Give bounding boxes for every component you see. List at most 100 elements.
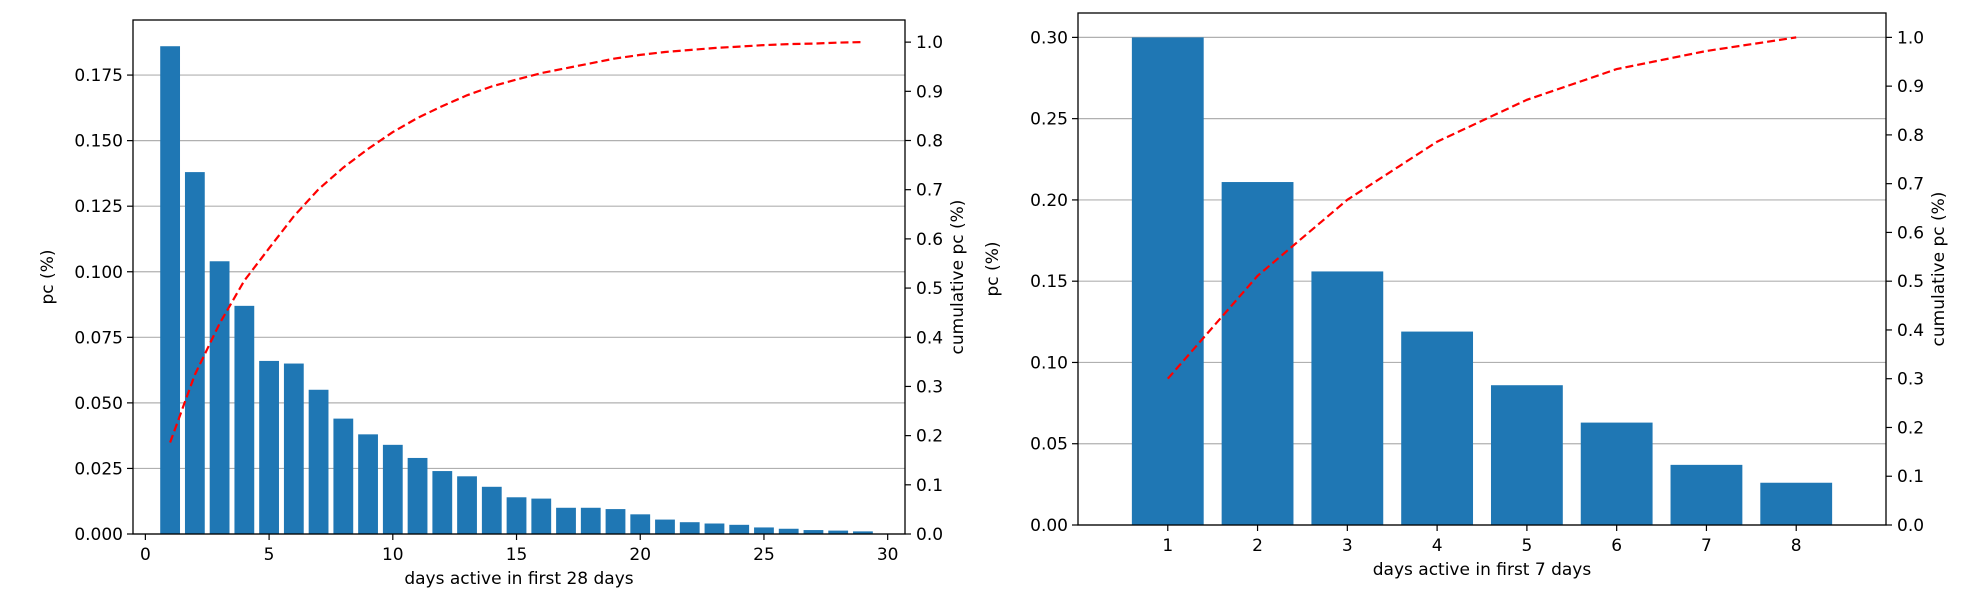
y-axis-right: 0.0 0.1 0.2 0.3 0.4 0.5 0.6 0.7 0.8 0.9 1.0: [905, 33, 943, 545]
bar: [729, 524, 750, 534]
x-axis: 0 5 10 15 20 25 30: [140, 534, 898, 565]
y-tick-label: 0.175: [74, 66, 123, 86]
bar: [358, 434, 378, 534]
y-axis-label-left: pc (%): [983, 242, 1003, 297]
y2-tick-label: 0.4: [916, 328, 943, 348]
y-tick-label: 0.10: [1030, 353, 1068, 373]
bar: [605, 509, 626, 534]
x-tick-label: 5: [264, 545, 275, 565]
y-axis-right: 0.0 0.1 0.2 0.3 0.4 0.5 0.6 0.7 0.8 0.9 1.0: [1886, 28, 1924, 536]
y-tick-label: 0.100: [74, 263, 123, 283]
y-tick-label: 0.05: [1030, 435, 1068, 455]
y2-tick-label: 0.2: [1897, 418, 1924, 438]
y-axis-label-left: pc (%): [38, 250, 58, 305]
y2-tick-label: 1.0: [916, 33, 943, 53]
x-tick-label: 2: [1252, 536, 1263, 556]
y-tick-label: 0.00: [1030, 516, 1068, 536]
bar-series: [1131, 37, 1833, 526]
y2-tick-label: 0.6: [916, 230, 943, 250]
y2-tick-label: 0.8: [1897, 126, 1924, 146]
cumulative-line: [169, 41, 863, 443]
y-axis-left: 0.000 0.025 0.050 0.075 0.100 0.125 0.150 0.175: [74, 66, 133, 545]
y2-tick-label: 0.7: [916, 181, 943, 201]
y-tick-label: 0.000: [74, 525, 123, 545]
y2-tick-label: 0.4: [1897, 321, 1924, 341]
bar: [803, 530, 824, 534]
bar: [1221, 182, 1294, 526]
bar: [457, 476, 477, 534]
bar: [853, 531, 873, 534]
y-tick-label: 0.20: [1030, 191, 1068, 211]
y-tick-label: 0.150: [74, 132, 123, 152]
x-tick-label: 8: [1791, 536, 1802, 556]
y2-tick-label: 0.1: [916, 476, 943, 496]
y-axis-label-right: cumulative pc (%): [948, 200, 968, 355]
y2-tick-label: 0.3: [916, 377, 943, 397]
bar: [655, 519, 675, 534]
y-tick-label: 0.075: [74, 328, 123, 348]
bar-series: [160, 46, 873, 535]
y2-tick-label: 0.2: [916, 427, 943, 447]
y-axis-label-right: cumulative pc (%): [1929, 192, 1949, 347]
x-tick-label: 15: [506, 545, 528, 565]
y2-tick-label: 0.8: [916, 132, 943, 152]
x-tick-label: 7: [1701, 536, 1712, 556]
bar: [531, 498, 552, 534]
bar: [234, 305, 255, 534]
bar: [333, 418, 354, 534]
y-axis-left: 0.00 0.05 0.10 0.15 0.20 0.25 0.30: [1030, 28, 1078, 536]
y2-tick-label: 0.0: [916, 525, 943, 545]
bar: [308, 389, 329, 534]
chart-days-active-7: 1 2 3 4 5 6 7 8 0.00 0.05 0.10 0.15 0.20 0.25 0.30 0.…: [983, 12, 1949, 580]
bar: [778, 528, 799, 534]
x-tick-label: 6: [1611, 536, 1622, 556]
y-tick-label: 0.125: [74, 197, 123, 217]
bar: [481, 486, 502, 534]
y2-tick-label: 0.0: [1897, 516, 1924, 536]
bar: [580, 507, 601, 534]
bar: [432, 471, 453, 534]
x-tick-label: 1: [1162, 536, 1173, 556]
y-tick-label: 0.30: [1030, 28, 1068, 48]
y2-tick-label: 0.9: [1897, 77, 1924, 97]
chart-days-active-28: 0 5 10 15 20 25 30 0.0000.0250.0500.0750.1000.…: [38, 19, 968, 589]
bar: [556, 507, 576, 534]
bar: [407, 457, 428, 534]
cumulative-line: [1166, 36, 1797, 380]
y2-tick-label: 0.5: [1897, 272, 1924, 292]
x-tick-label: 0: [140, 545, 151, 565]
y-tick-label: 0.15: [1030, 272, 1068, 292]
y2-tick-label: 0.6: [1897, 223, 1924, 243]
bar: [754, 527, 774, 534]
x-tick-label: 25: [753, 545, 775, 565]
x-tick-label: 10: [382, 545, 404, 565]
bar: [1580, 422, 1653, 525]
bar: [679, 522, 700, 534]
y2-tick-label: 1.0: [1897, 28, 1924, 48]
bar: [1131, 37, 1204, 525]
x-tick-label: 4: [1432, 536, 1443, 556]
y2-tick-label: 0.1: [1897, 467, 1924, 487]
y-tick-label: 0.25: [1030, 110, 1068, 130]
y2-tick-label: 0.9: [916, 82, 943, 102]
bar: [506, 497, 527, 534]
bar: [209, 261, 230, 534]
bar: [1490, 385, 1563, 525]
bar: [1401, 331, 1474, 525]
cumulative-line-series: [1166, 36, 1797, 380]
y2-tick-label: 0.5: [916, 279, 943, 299]
plot-frame: [132, 19, 906, 535]
bar: [283, 363, 304, 534]
cumulative-line-series: [169, 41, 863, 443]
x-tick-label: 20: [629, 545, 651, 565]
bar: [184, 172, 205, 534]
plot-frame: [1077, 12, 1887, 526]
y2-tick-label: 0.3: [1897, 370, 1924, 390]
bar: [1311, 271, 1384, 525]
bar: [160, 46, 181, 535]
bar: [1670, 464, 1743, 525]
x-axis-label: days active in first 7 days: [1373, 560, 1592, 580]
y2-tick-label: 0.7: [1897, 175, 1924, 195]
x-axis-label: days active in first 28 days: [404, 569, 633, 589]
